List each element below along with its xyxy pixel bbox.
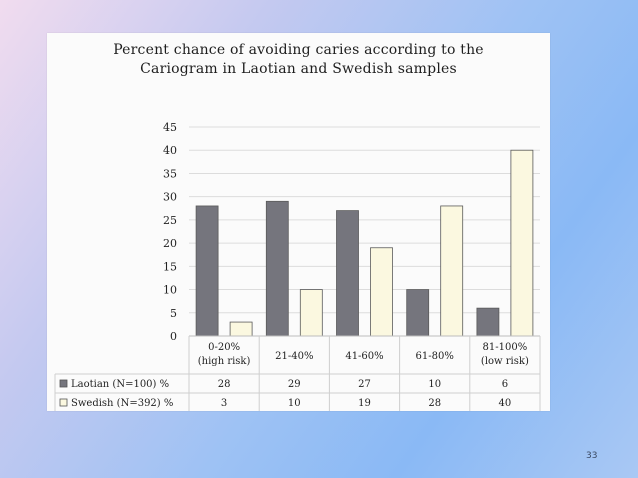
chart-title: Percent chance of avoiding caries accord… — [47, 41, 550, 79]
data-value-label: 28 — [218, 379, 231, 390]
chart-title-line-2: Cariogram in Laotian and Swedish samples — [140, 61, 457, 77]
category-label: 81-100% — [483, 342, 528, 353]
y-tick-label: 30 — [163, 191, 177, 204]
category-label: 41-60% — [345, 351, 383, 362]
y-tick-label: 25 — [163, 214, 177, 227]
y-tick-label: 10 — [163, 284, 177, 297]
bar-laotian — [265, 200, 289, 337]
bar-swedish — [229, 321, 253, 337]
legend-label: Laotian (N=100) % — [71, 379, 169, 390]
bar-swedish — [299, 289, 323, 337]
data-value-label: 27 — [358, 379, 371, 390]
data-value-label: 10 — [288, 398, 301, 409]
data-value-label: 29 — [288, 379, 301, 390]
category-label: (low risk) — [481, 356, 529, 367]
data-value-label: 10 — [428, 379, 441, 390]
data-value-label: 6 — [502, 379, 508, 390]
bar-laotian — [476, 307, 500, 337]
y-tick-label: 35 — [163, 167, 177, 180]
chart-title-line-1: Percent chance of avoiding caries accord… — [113, 42, 484, 58]
category-label: (high risk) — [198, 356, 251, 367]
category-label: 0-20% — [208, 342, 240, 353]
legend-swatch — [59, 379, 68, 388]
data-value-label: 3 — [221, 398, 227, 409]
y-tick-label: 40 — [163, 144, 177, 157]
data-value-label: 40 — [499, 398, 512, 409]
bar-swedish — [370, 247, 393, 337]
page-number: 33 — [586, 451, 598, 461]
bar-laotian — [406, 289, 430, 337]
legend-swatch — [59, 398, 68, 407]
chart-figure: Percent chance of avoiding caries accord… — [47, 33, 550, 411]
bar-laotian — [195, 205, 219, 337]
bar-swedish — [510, 149, 534, 337]
y-tick-label: 45 — [163, 121, 177, 134]
y-tick-label: 0 — [170, 330, 177, 343]
bar-laotian — [336, 210, 359, 337]
y-tick-label: 5 — [170, 307, 177, 320]
category-label: 21-40% — [275, 351, 313, 362]
bar-chart: 0 5 10 15 20 25 30 35 40 45 0-20% (high risk) 21-40%… — [54, 121, 541, 411]
bar-swedish — [440, 205, 464, 337]
category-label: 61-80% — [416, 351, 454, 362]
legend-label: Swedish (N=392) % — [71, 398, 173, 409]
y-tick-label: 20 — [163, 237, 177, 250]
data-value-label: 28 — [428, 398, 441, 409]
data-value-label: 19 — [358, 398, 371, 409]
y-tick-label: 15 — [163, 260, 177, 273]
